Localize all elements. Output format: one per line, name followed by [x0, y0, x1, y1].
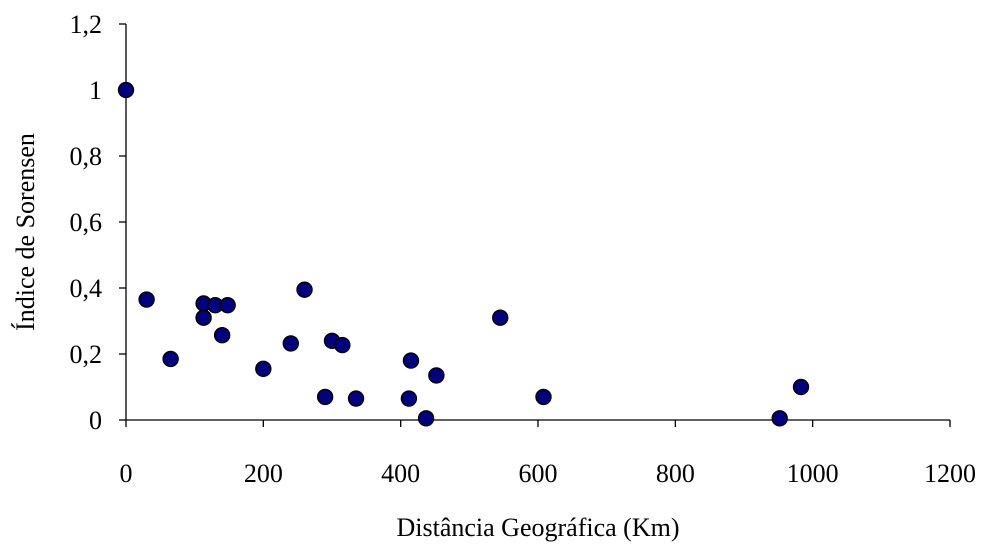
y-tick-label: 0,2: [70, 340, 103, 369]
x-tick-label: 200: [244, 459, 283, 488]
data-point: [492, 309, 509, 326]
data-point: [117, 81, 135, 99]
y-tick-label: 0: [89, 406, 102, 435]
y-tick-label: 1: [89, 76, 102, 105]
data-point: [428, 367, 445, 384]
data-point: [195, 309, 212, 326]
data-point: [400, 390, 418, 407]
data-point: [347, 390, 365, 407]
y-tick-label: 0,6: [70, 208, 103, 237]
data-point: [334, 336, 351, 354]
y-tick-label: 1,2: [70, 10, 103, 39]
x-tick-label: 0: [120, 459, 133, 488]
x-tick-label: 1000: [787, 459, 839, 488]
y-tick-label: 0,4: [70, 274, 103, 303]
y-tick-label: 0,8: [70, 142, 103, 171]
data-point: [296, 281, 313, 298]
x-ticks: 0 200 400 600 800 1000 1200: [120, 420, 976, 488]
data-point: [316, 388, 334, 406]
data-point: [402, 352, 420, 369]
data-points: [117, 81, 810, 427]
data-point: [213, 326, 231, 344]
x-tick-label: 1200: [924, 459, 976, 488]
data-point: [162, 350, 179, 368]
x-tick-label: 800: [656, 459, 695, 488]
data-point: [219, 296, 236, 314]
y-ticks: 0 0,2 0,4 0,6 0,8 1 1,2: [70, 10, 126, 435]
data-point: [282, 335, 299, 352]
x-tick-label: 400: [381, 459, 420, 488]
x-axis-title: Distância Geográfica (Km): [397, 513, 680, 542]
x-tick-label: 600: [519, 459, 558, 488]
axes: [125, 24, 950, 421]
data-point: [771, 410, 788, 427]
data-point: [792, 378, 810, 396]
data-point: [138, 291, 155, 308]
y-axis-title: Índice de Sorensen: [11, 133, 40, 331]
data-point: [535, 388, 552, 406]
data-point: [417, 410, 435, 427]
data-point: [255, 360, 272, 378]
